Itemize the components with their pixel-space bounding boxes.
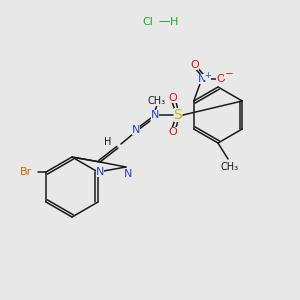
- Text: CH₃: CH₃: [148, 96, 166, 106]
- Text: —: —: [158, 16, 170, 28]
- Text: N: N: [198, 74, 206, 84]
- Text: N: N: [151, 110, 159, 120]
- Text: Br: Br: [20, 167, 32, 177]
- Text: H: H: [170, 17, 178, 27]
- Text: N: N: [132, 125, 140, 135]
- Text: O: O: [169, 93, 177, 103]
- Text: O: O: [169, 127, 177, 137]
- Text: +: +: [204, 70, 211, 80]
- Text: −: −: [224, 69, 233, 79]
- Text: O: O: [190, 60, 199, 70]
- Text: H: H: [104, 137, 112, 147]
- Text: CH₃: CH₃: [221, 162, 239, 172]
- Text: O: O: [216, 74, 225, 84]
- Text: S: S: [174, 108, 182, 122]
- Text: N: N: [124, 169, 132, 179]
- Text: Cl: Cl: [142, 17, 153, 27]
- Text: N: N: [96, 167, 104, 177]
